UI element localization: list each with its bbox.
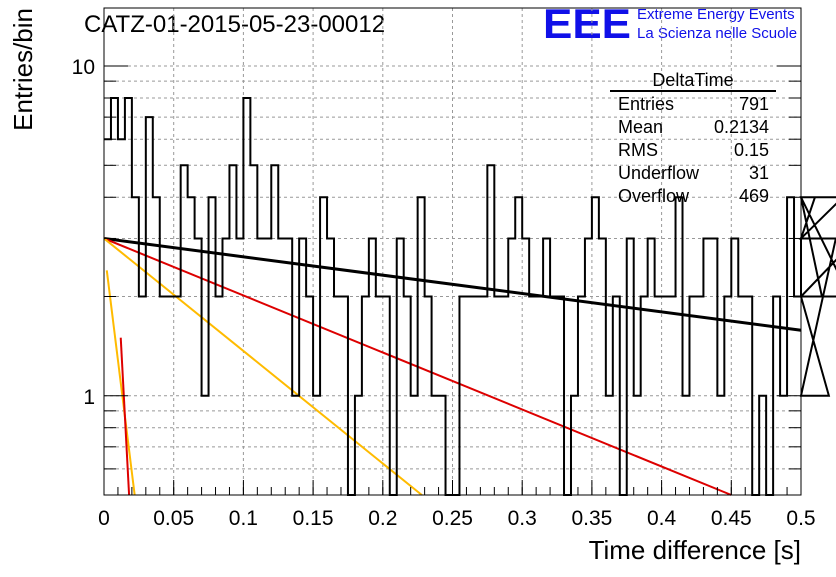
histogram-bin [508, 238, 515, 495]
stats-label-mean: Mean [618, 117, 663, 137]
histogram-bin [522, 238, 529, 495]
stats-value-entries: 791 [739, 94, 769, 114]
x-tick-label: 0 [98, 507, 110, 530]
fit-curve-yellow [103, 237, 423, 496]
histogram-outline [104, 97, 836, 496]
stats-value-mean: 0.2134 [714, 117, 769, 137]
histogram-bin [278, 238, 285, 495]
stats-title: DeltaTime [652, 70, 733, 90]
histogram-bin [104, 139, 111, 495]
histogram-bin [418, 197, 425, 495]
histogram-bin [515, 197, 522, 495]
histogram-bin [487, 165, 494, 495]
stats-label-rms: RMS [618, 140, 658, 160]
histogram-bin [710, 238, 717, 495]
y-tick-label: 10 [72, 56, 95, 79]
x-tick-label: 0.25 [432, 507, 473, 530]
histogram-bin [731, 238, 738, 495]
histogram-bin [599, 238, 606, 495]
fit-curve-red [119, 337, 131, 496]
histogram-bin [188, 197, 195, 495]
x-tick-label: 0.1 [229, 507, 258, 530]
histogram-bin [264, 238, 271, 495]
logo-line-1: Extreme Energy Events [637, 6, 795, 23]
grid-lines [104, 8, 801, 496]
stats-value-rms: 0.15 [734, 140, 769, 160]
stats-row: RMS 0.15 [618, 140, 769, 160]
x-axis-label: Time difference [s] [589, 535, 801, 565]
x-tick-label: 0.5 [786, 507, 815, 530]
histogram-bin [703, 238, 710, 495]
fit-curve-black [103, 236, 802, 332]
histogram-bin [676, 197, 683, 495]
stats-box: DeltaTime Entries 791 Mean 0.2134 RMS 0.… [610, 70, 776, 206]
fit-curve-yellow [105, 270, 136, 496]
histogram-bin [250, 165, 257, 495]
stats-row: Underflow 31 [618, 163, 769, 183]
stats-row: Entries 791 [618, 94, 769, 114]
histogram-bin [299, 238, 306, 495]
histogram-bin [236, 238, 243, 495]
histogram-bin [627, 238, 634, 495]
histogram-bin [146, 117, 153, 495]
x-tick-label: 0.45 [711, 507, 752, 530]
stats-label-underflow: Underflow [618, 163, 700, 183]
histogram-bin [648, 238, 655, 495]
logo-mark: EEE [543, 0, 631, 47]
logo-line-2: La Scienza nelle Scuole [637, 25, 797, 42]
histogram-bin [585, 238, 592, 495]
stats-value-underflow: 31 [749, 163, 769, 183]
x-tick-label: 0.2 [368, 507, 397, 530]
histogram-bin [181, 165, 188, 495]
x-tick-label: 0.3 [508, 507, 537, 530]
axes: 0 0.05 0.1 0.15 0.2 0.25 0.3 0.35 0.4 0.45 0.5 1 10 [72, 56, 816, 530]
histogram-bin [153, 197, 160, 495]
eee-logo: EEE Extreme Energy Events La Scienza nel… [543, 0, 797, 47]
stats-row: Mean 0.2134 [618, 117, 769, 137]
run-title: CATZ-01-2015-05-23-00012 [84, 11, 385, 38]
histogram-bin [271, 165, 278, 495]
histogram-bin [592, 197, 599, 495]
histogram-bin [118, 139, 125, 495]
histogram-bin [787, 197, 794, 495]
histogram-bin [222, 238, 229, 495]
x-tick-label: 0.35 [571, 507, 612, 530]
y-tick-label: 1 [83, 386, 95, 409]
stats-row: Overflow 469 [618, 186, 769, 206]
histogram-bin [209, 197, 216, 495]
x-tick-label: 0.4 [647, 507, 677, 530]
histogram-bin [229, 165, 236, 495]
histogram-bin [285, 238, 292, 495]
stats-label-entries: Entries [618, 94, 674, 114]
histogram-bin [327, 238, 334, 495]
y-axis-label: Entries/bin [8, 8, 38, 131]
histogram-bin [543, 238, 550, 495]
stats-value-overflow: 469 [739, 186, 769, 206]
stats-label-overflow: Overflow [618, 186, 690, 206]
x-tick-label: 0.15 [293, 507, 334, 530]
histogram-bin [320, 197, 327, 495]
x-tick-label: 0.05 [153, 507, 194, 530]
